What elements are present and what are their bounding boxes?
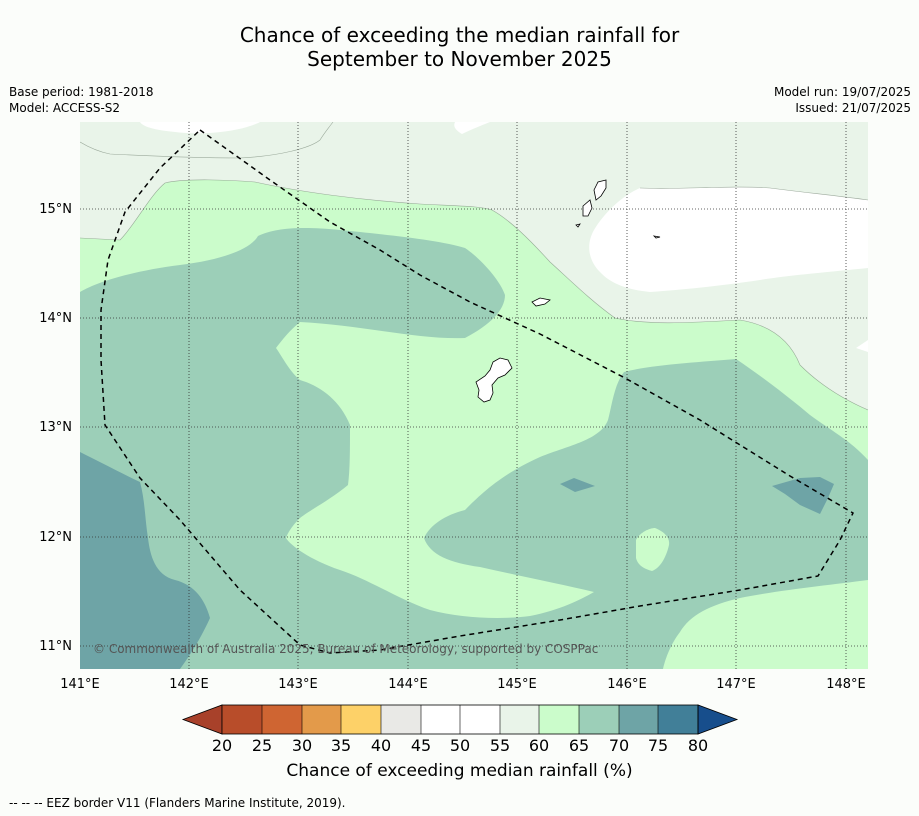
lat-label: 12°N [39,530,72,545]
colorbar-tick: 70 [609,736,629,755]
model-run: Model run: 19/07/2025 [773,85,911,99]
colorbar-swatch [302,705,341,734]
zone-50-55-island [454,122,490,134]
colorbar-swatch [619,705,658,734]
lon-label: 144°E [388,677,428,692]
base-period: Base period: 1981-2018 [9,85,154,99]
title-line-1: Chance of exceeding the median rainfall … [239,23,680,47]
lon-label: 145°E [497,677,537,692]
graticule [80,122,868,669]
eez-legend: -- -- -- EEZ border V11 (Flanders Marine… [9,796,346,810]
lon-label: 148°E [826,677,866,692]
lon-label: 147°E [716,677,756,692]
colorbar-ticks: 20 25 30 35 40 45 50 55 60 65 70 75 80 [212,736,708,755]
island-guam [475,357,513,403]
zone-70-75-east [772,477,834,514]
colorbar-tick: 60 [529,736,549,755]
zone-50-55-east [589,187,868,292]
colorbar-swatch [222,705,262,734]
island-saipan [593,179,607,201]
colorbar-swatch [460,705,500,734]
zone-60-65-hole [636,528,670,571]
lat-labels: 15°N 14°N 13°N 12°N 11°N [39,202,72,654]
colorbar-tick: 75 [648,736,668,755]
lat-label: 15°N [39,202,72,217]
islands [475,179,661,403]
island-small [652,235,661,239]
colorbar-swatch [579,705,619,734]
colorbar-swatch [262,705,302,734]
colorbar-tick: 25 [252,736,272,755]
copyright-text: © Commonwealth of Australia 2025, Bureau… [93,642,598,656]
colorbar-swatch [381,705,421,734]
colorbar-tick: 50 [450,736,470,755]
colorbar-tick: 35 [331,736,351,755]
colorbar-tick: 55 [490,736,510,755]
model-name: Model: ACCESS-S2 [9,101,121,115]
meta-left: Base period: 1981-2018 Model: ACCESS-S2 [9,84,154,116]
colorbar-tick: 80 [688,736,708,755]
colorbar-swatch [500,705,539,734]
lon-label: 146°E [607,677,647,692]
island-tinian [582,199,593,217]
colorbar-tick: 40 [371,736,391,755]
lon-label: 143°E [278,677,318,692]
zone-70-75-blob [560,478,595,492]
colorbar-extend-low [181,704,223,735]
colorbar-tick: 20 [212,736,232,755]
colorbar-swatch [421,705,460,734]
colorbar-tick: 45 [411,736,431,755]
zone-65-70 [80,228,868,669]
zone-50-55-north [140,122,260,134]
colorbar-dividers [261,705,659,734]
colorbar-swatch [341,705,381,734]
lon-labels: 141°E 142°E 143°E 144°E 145°E 146°E 147°… [60,677,866,692]
colorbar-tick: 65 [569,736,589,755]
lon-label: 142°E [169,677,209,692]
colorbar-label: Chance of exceeding median rainfall (%) [286,761,633,781]
lat-label: 13°N [39,420,72,435]
island-aguijan [575,223,581,228]
colorbar-tick: 30 [292,736,312,755]
colorbar-swatch [658,705,698,734]
zone-70-75-sw [80,452,210,669]
map-title: Chance of exceeding the median rainfall … [0,23,919,71]
lat-label: 14°N [39,311,72,326]
colorbar: 20 25 30 35 40 45 50 55 60 65 70 75 80 [181,704,739,755]
map-area: © Commonwealth of Australia 2025, Bureau… [80,122,868,669]
colorbar-swatch [539,705,579,734]
title-line-2: September to November 2025 [307,47,612,71]
lon-label: 141°E [60,677,100,692]
island-rota [531,297,551,307]
lat-label: 11°N [39,639,72,654]
issued-date: Issued: 21/07/2025 [795,101,911,115]
zone-50-55-edge [856,340,868,352]
meta-right: Model run: 19/07/2025 Issued: 21/07/2025 [774,84,911,116]
colorbar-extend-high [697,704,739,735]
